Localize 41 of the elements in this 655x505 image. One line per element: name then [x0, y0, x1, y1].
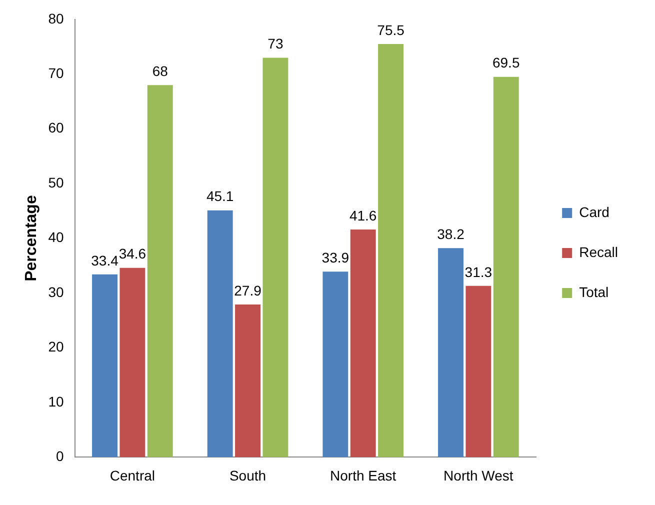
y-tick-label: 30 [48, 284, 64, 300]
data-label: 75.5 [377, 22, 405, 38]
x-tick-label: Central [110, 467, 156, 484]
y-tick-label: 80 [48, 10, 64, 26]
data-label: 27.9 [234, 282, 262, 298]
y-tick-label: 60 [48, 120, 64, 136]
data-label: 31.3 [464, 264, 492, 280]
bar [322, 272, 348, 458]
legend-label: Card [579, 204, 610, 220]
bar [92, 274, 118, 458]
data-label: 33.4 [91, 252, 119, 268]
bar [378, 44, 404, 458]
bar [350, 230, 376, 458]
x-tick-label: North East [330, 467, 396, 484]
x-tick-label: South [229, 467, 266, 484]
legend-label: Recall [579, 244, 618, 260]
y-tick-label: 70 [48, 64, 64, 81]
y-tick-label: 40 [48, 229, 64, 246]
y-tick-label: 20 [48, 338, 64, 355]
bar [493, 76, 519, 458]
data-label: 69.5 [492, 54, 520, 71]
data-label: 38.2 [437, 226, 465, 242]
data-label: 73 [268, 36, 284, 52]
data-label: 68 [152, 62, 168, 79]
y-tick-label: 50 [48, 174, 64, 190]
bar [207, 210, 233, 458]
bar [262, 58, 288, 458]
y-axis-title: Percentage [23, 195, 40, 282]
bar [466, 286, 492, 458]
y-tick-label: 10 [48, 393, 64, 410]
bar [235, 304, 260, 458]
data-label: 34.6 [118, 246, 146, 262]
data-label: 45.1 [206, 188, 234, 204]
data-label: 33.9 [322, 250, 350, 266]
legend-label: Total [579, 284, 609, 300]
bar [120, 268, 146, 458]
bar [438, 248, 464, 458]
x-tick-label: North West [444, 467, 514, 484]
y-tick-label: 0 [56, 448, 64, 464]
bar [147, 85, 173, 458]
data-label: 41.6 [349, 207, 377, 224]
